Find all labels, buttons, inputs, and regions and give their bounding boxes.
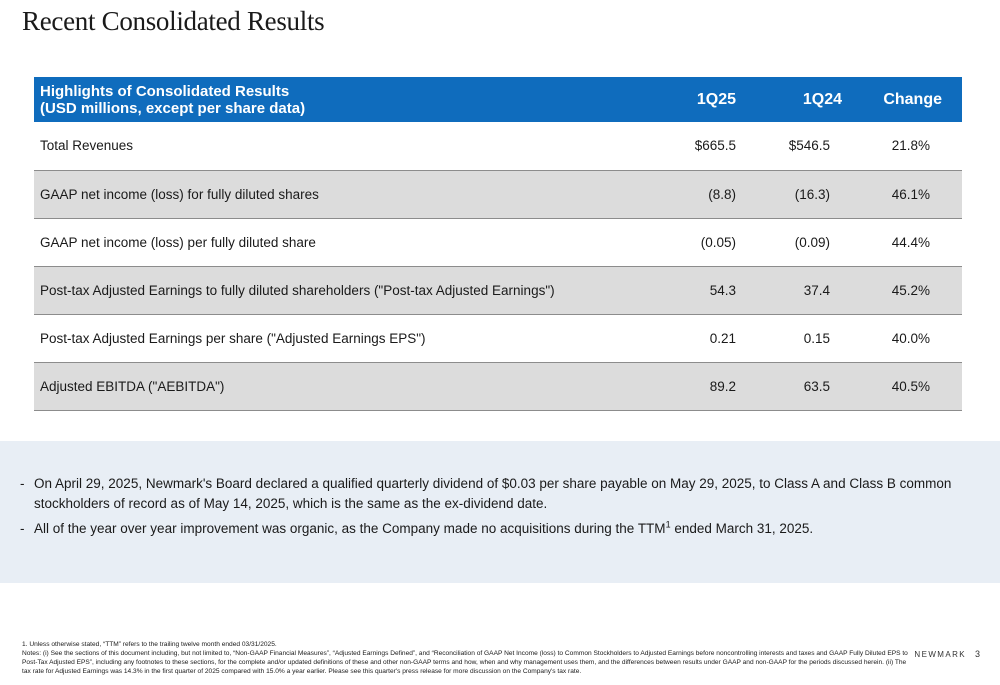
bullet-dash: - [20,521,25,536]
value-change: 21.8% [891,138,930,154]
table-header-label-line2: (USD millions, except per share data) [40,99,306,117]
table-row-total-revenues: Total Revenues $665.5 $546.5 21.8% [34,122,962,170]
value-change: 46.1% [891,186,930,202]
value-1q25: $665.5 [694,138,736,154]
value-1q25: 0.21 [709,330,736,346]
table-row-gaap-eps: GAAP net income (loss) per fully diluted… [34,218,962,266]
column-header-1q25: 1Q25 [696,90,736,108]
column-header-change: Change [883,90,942,108]
value-1q24: 0.15 [803,330,830,346]
value-1q24: 63.5 [803,378,830,394]
value-1q24: (0.09) [794,234,830,250]
consolidated-results-table: Highlights of Consolidated Results (USD … [34,77,962,411]
value-change: 45.2% [891,282,930,298]
value-1q24: 37.4 [803,282,830,298]
value-1q25: 89.2 [709,378,736,394]
value-1q25: (0.05) [700,234,736,250]
row-label: Adjusted EBITDA ("AEBITDA") [40,378,225,394]
table-header-row: Highlights of Consolidated Results (USD … [34,77,962,122]
value-change: 40.5% [891,378,930,394]
value-1q24: (16.3) [794,186,830,202]
bullet-dividend: - On April 29, 2025, Newmark's Board dec… [20,474,970,514]
table-row-gaap-net-income: GAAP net income (loss) for fully diluted… [34,170,962,218]
bullet-text: All of the year over year improvement wa… [34,521,666,536]
bullet-organic-growth: - All of the year over year improvement … [20,519,970,539]
page-number: 3 [974,649,980,659]
footnote-notes: Notes: (i) See the sections of this docu… [22,650,908,675]
table-row-adjusted-earnings-eps: Post-tax Adjusted Earnings per share ("A… [34,314,962,362]
value-1q24: $546.5 [788,138,830,154]
row-label: Post-tax Adjusted Earnings to fully dilu… [40,282,555,298]
row-label: Total Revenues [40,138,134,154]
footnotes: 1. Unless otherwise stated, “TTM” refers… [22,640,912,676]
page-title: Recent Consolidated Results [22,6,325,36]
highlights-notes-box: - On April 29, 2025, Newmark's Board dec… [0,441,1000,583]
bullet-text-end: ended March 31, 2025. [670,521,814,536]
value-change: 40.0% [891,330,930,346]
row-label: GAAP net income (loss) per fully diluted… [40,234,316,250]
value-change: 44.4% [891,234,930,250]
table-row-adjusted-ebitda: Adjusted EBITDA ("AEBITDA") 89.2 63.5 40… [34,362,962,410]
brand-logo-text: NEWMARK [914,650,966,659]
bullet-dash: - [20,476,25,491]
column-header-1q24: 1Q24 [802,90,842,108]
bullet-text: On April 29, 2025, Newmark's Board decla… [34,476,952,511]
table-header-label: Highlights of Consolidated Results (USD … [34,77,652,122]
value-1q25: (8.8) [708,186,736,202]
footnote-1: 1. Unless otherwise stated, “TTM” refers… [22,641,277,648]
bullet-list: - On April 29, 2025, Newmark's Board dec… [20,474,970,544]
row-label: GAAP net income (loss) for fully diluted… [40,186,319,202]
footnote-marker: 1 [665,519,671,530]
row-label: Post-tax Adjusted Earnings per share ("A… [40,330,426,346]
table-header-label-line1: Highlights of Consolidated Results [40,82,290,100]
value-1q25: 54.3 [709,282,736,298]
table-row-post-tax-adjusted-earnings: Post-tax Adjusted Earnings to fully dilu… [34,266,962,314]
